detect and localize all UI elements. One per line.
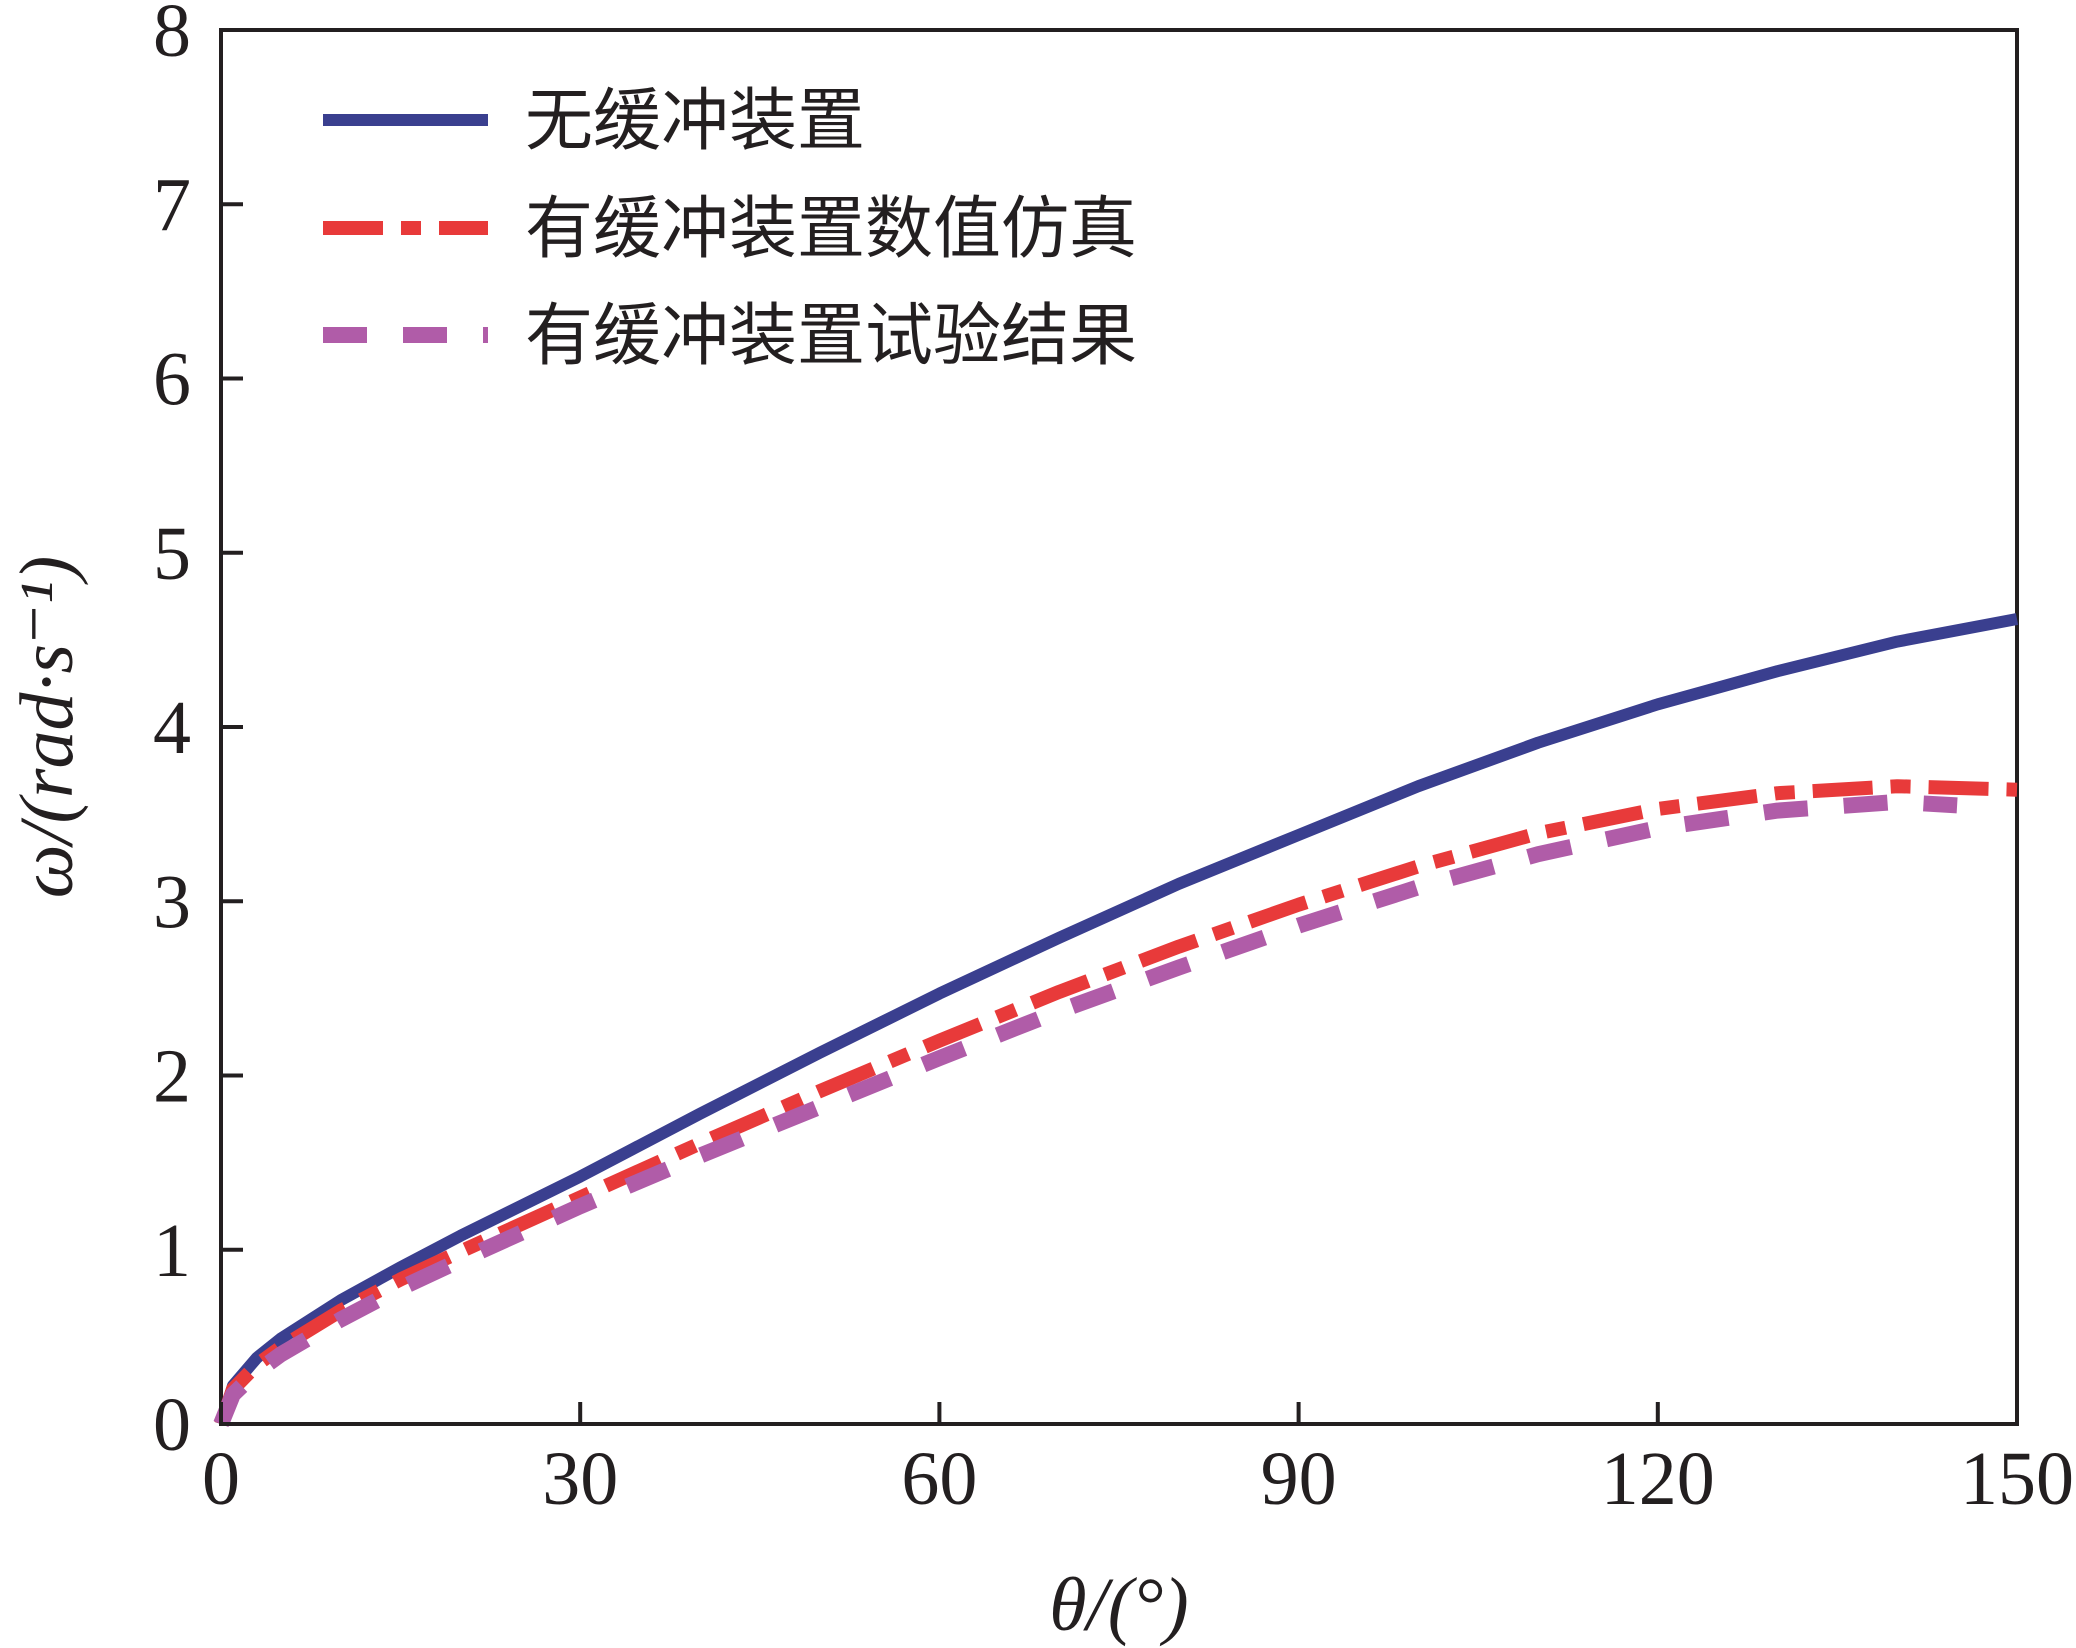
- y-tick-label: 4: [153, 686, 191, 770]
- y-axis-label: ω/(rad·s⁻¹): [5, 556, 89, 898]
- y-tick-label: 5: [153, 512, 191, 596]
- x-tick-label: 30: [542, 1437, 618, 1521]
- x-tick-label: 60: [901, 1437, 977, 1521]
- legend-label-1: 无缓冲装置: [525, 82, 865, 161]
- x-tick-label: 90: [1261, 1437, 1337, 1521]
- series-layer: [213, 613, 2019, 1428]
- series-line-3: [213, 793, 1958, 1428]
- y-tick-label: 6: [153, 338, 191, 422]
- x-tick-label: 150: [1960, 1437, 2074, 1521]
- legend-label-2: 有缓冲装置数值仿真: [525, 190, 1137, 269]
- y-tick-label: 7: [153, 163, 191, 247]
- axes-layer: 0 30 60 90 120 150 0 1 2 3 4 5 6 7 8: [153, 0, 2074, 1521]
- x-axis-label: θ/(°): [1049, 1563, 1188, 1647]
- y-tick-label: 1: [153, 1209, 191, 1293]
- x-tick-label: 120: [1601, 1437, 1715, 1521]
- x-tick-label: 0: [202, 1437, 240, 1521]
- y-tick-label: 0: [153, 1383, 191, 1467]
- y-tick-label: 3: [153, 860, 191, 944]
- legend-label-3: 有缓冲装置试验结果: [525, 297, 1137, 376]
- y-tick-label: 2: [153, 1035, 191, 1119]
- series-line-2: [214, 779, 2018, 1427]
- series-line-1: [215, 613, 2019, 1426]
- y-tick-label: 8: [153, 0, 191, 73]
- plot-area: [213, 28, 2019, 1428]
